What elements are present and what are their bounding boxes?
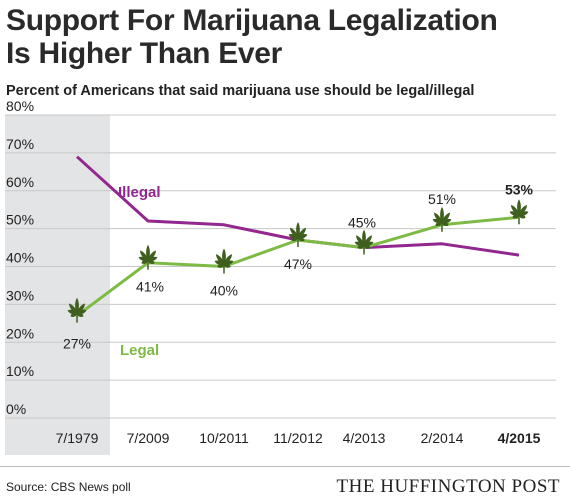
x-tick-label: 10/2011 — [199, 430, 249, 446]
leaf-icon — [354, 229, 374, 255]
series-label-legal: Legal — [120, 342, 159, 359]
line-chart: 0% 10% 20% 30% 40% 50% 60% 70% 80% 7/1979 7/2009 10… — [5, 98, 556, 455]
y-tick-label: 20% — [6, 325, 34, 341]
footer-divider — [0, 466, 570, 467]
y-tick-label: 60% — [6, 174, 34, 190]
data-label: 40% — [210, 283, 238, 299]
y-tick-label: 80% — [6, 98, 34, 114]
leaf-icon — [432, 206, 452, 232]
leaf-blade — [440, 221, 449, 227]
leaf-icon — [288, 221, 308, 247]
y-tick-label: 10% — [6, 363, 34, 379]
leaf-blade — [289, 227, 300, 240]
leaf-blade — [139, 250, 150, 263]
leaf-blade — [433, 212, 444, 225]
data-label: 51% — [428, 191, 456, 207]
leaf-blade — [517, 214, 526, 219]
data-label: 47% — [284, 256, 312, 272]
x-tick-label: 7/2009 — [127, 430, 170, 446]
leaf-blade — [146, 259, 155, 264]
data-label: 45% — [348, 215, 376, 231]
leaf-blade — [510, 205, 521, 217]
leaf-icon — [67, 297, 87, 323]
leaf-icon — [509, 199, 529, 225]
x-tick-label: 7/1979 — [56, 430, 99, 446]
leaf-blade — [68, 303, 79, 316]
chart-title: Support For Marijuana Legalization Is Hi… — [6, 4, 566, 70]
leaf-blade — [355, 235, 366, 248]
data-label: 27% — [63, 336, 91, 352]
leaf-icon — [214, 248, 234, 274]
chart-title-line2: Is Higher Than Ever — [6, 37, 283, 70]
y-tick-label: 0% — [6, 401, 26, 417]
y-tick-label: 50% — [6, 212, 34, 228]
y-tick-label: 70% — [6, 136, 34, 152]
x-tick-label: 2/2014 — [421, 430, 464, 446]
leaf-blade — [222, 263, 231, 268]
x-tick-label: 4/2013 — [343, 430, 386, 446]
leaf-blade — [215, 254, 226, 267]
leaf-icon — [138, 244, 158, 270]
leaf-blade — [362, 244, 371, 249]
y-tick-label: 40% — [6, 250, 34, 266]
series-label-illegal: Illegal — [118, 184, 161, 201]
chart-title-line1: Support For Marijuana Legalization — [6, 4, 498, 37]
x-tick-label: 4/2015 — [498, 430, 541, 446]
data-label: 53% — [505, 181, 534, 197]
data-label: 41% — [136, 279, 164, 295]
leaf-blade — [75, 312, 84, 317]
leaf-blade — [296, 236, 305, 242]
publisher-logo: THE HUFFINGTON POST — [336, 476, 560, 497]
x-tick-label: 11/2012 — [273, 430, 323, 446]
chart-subtitle: Percent of Americans that said marijuana… — [6, 83, 475, 99]
y-tick-label: 30% — [6, 287, 34, 303]
source-note: Source: CBS News poll — [6, 480, 131, 494]
